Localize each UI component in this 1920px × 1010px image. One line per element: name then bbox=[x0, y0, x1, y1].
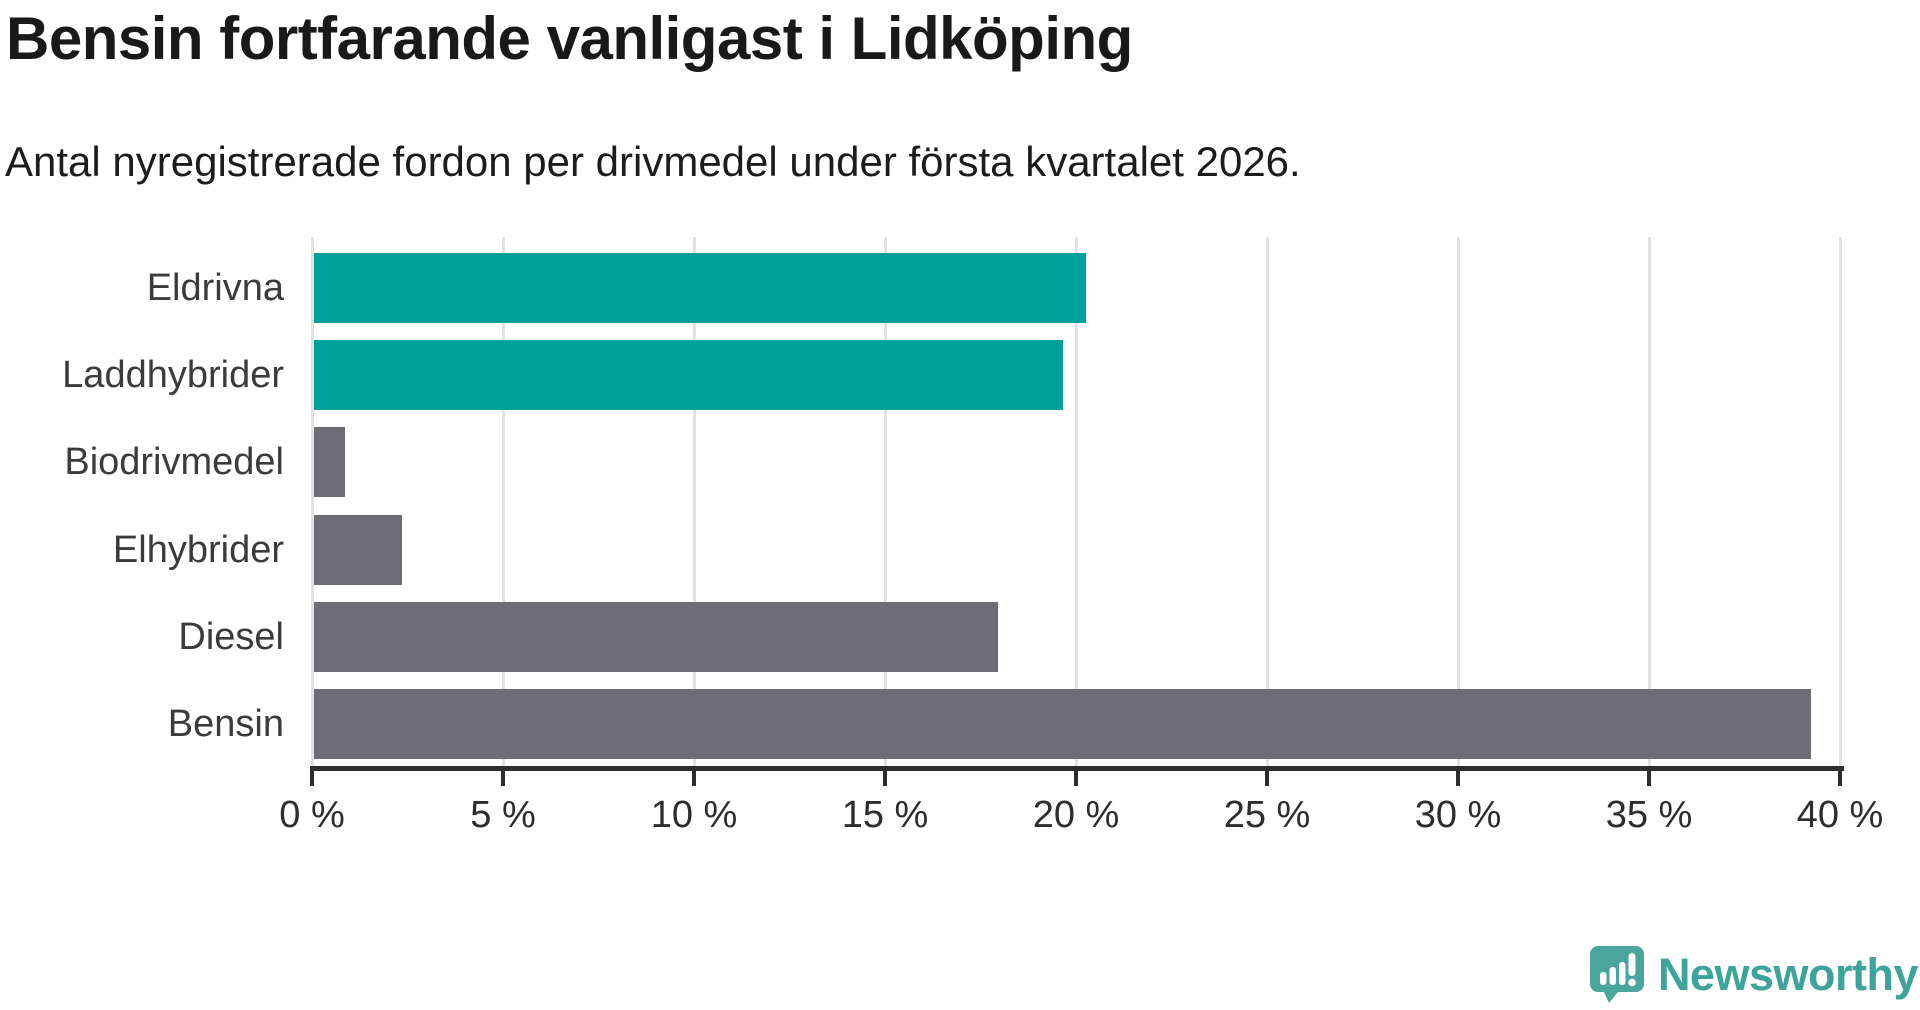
axis-tick bbox=[1265, 771, 1269, 786]
axis-tick bbox=[1838, 771, 1842, 786]
axis-tick-label: 10 % bbox=[650, 794, 738, 836]
bar-label: Elhybrider bbox=[112, 528, 284, 571]
axis-tick-label: 20 % bbox=[1032, 794, 1120, 836]
bar-label: Laddhybrider bbox=[62, 353, 284, 396]
gridline bbox=[1074, 237, 1078, 766]
bar bbox=[314, 339, 1063, 410]
bar-label: Biodrivmedel bbox=[64, 441, 284, 484]
bar-label: Bensin bbox=[167, 703, 284, 746]
gridline bbox=[501, 237, 505, 766]
axis-tick-label: 0 % bbox=[279, 794, 345, 836]
axis-tick-label: 15 % bbox=[841, 794, 929, 836]
bar-label: Eldrivna bbox=[146, 266, 284, 309]
axis-tick-label: 5 % bbox=[470, 794, 536, 836]
axis-tick bbox=[883, 771, 887, 786]
axis-tick bbox=[1647, 771, 1651, 786]
bar bbox=[314, 689, 1812, 760]
bar bbox=[314, 514, 402, 585]
gridline bbox=[310, 237, 314, 766]
axis-tick-label: 25 % bbox=[1223, 794, 1311, 836]
axis-tick bbox=[501, 771, 505, 786]
chart-subtitle: Antal nyregistrerade fordon per drivmede… bbox=[5, 138, 1301, 185]
bar bbox=[314, 252, 1086, 323]
x-axis-line bbox=[310, 766, 1844, 771]
chart-title: Bensin fortfarande vanligast i Lidköping bbox=[6, 5, 1133, 72]
axis-tick bbox=[310, 771, 314, 786]
axis-tick-label: 35 % bbox=[1605, 794, 1693, 836]
gridline bbox=[1456, 237, 1460, 766]
axis-tick-label: 40 % bbox=[1796, 794, 1884, 836]
newsworthy-logo-text: Newsworthy bbox=[1657, 949, 1919, 1000]
gridline bbox=[1265, 237, 1269, 766]
newsworthy-logo-icon bbox=[1589, 946, 1644, 1003]
gridline bbox=[1838, 237, 1842, 766]
bar bbox=[314, 427, 345, 498]
axis-tick bbox=[1074, 771, 1078, 786]
axis-tick bbox=[692, 771, 696, 786]
gridline bbox=[883, 237, 887, 766]
bar bbox=[314, 601, 998, 672]
axis-tick bbox=[1456, 771, 1460, 786]
axis-tick-label: 30 % bbox=[1414, 794, 1502, 836]
bar-label: Diesel bbox=[178, 615, 284, 658]
newsworthy-logo: Newsworthy bbox=[1589, 946, 1919, 1004]
gridline bbox=[1647, 237, 1651, 766]
gridline bbox=[692, 237, 696, 766]
